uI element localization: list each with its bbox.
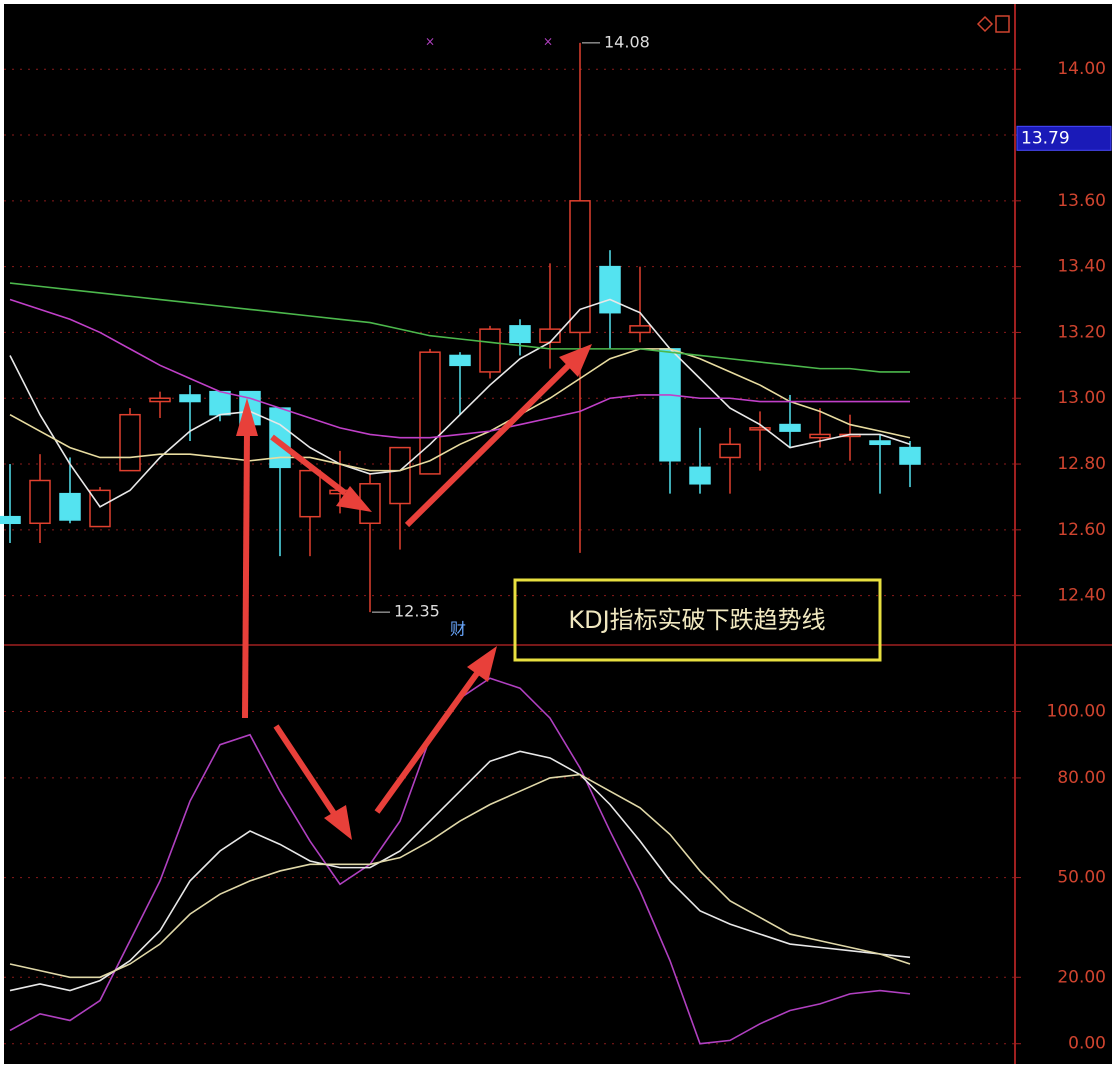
y-tick-label: 14.00: [1057, 59, 1106, 79]
arrow: [374, 670, 481, 814]
finance-marker: 财: [450, 620, 466, 639]
marker-x: ×: [543, 35, 553, 49]
arrow: [404, 363, 571, 528]
line: [9, 298, 911, 508]
candle-body: [419, 351, 441, 475]
arrow-head: [467, 646, 497, 682]
low-label: 12.35: [394, 602, 440, 621]
y-tick-label: 20.00: [1057, 967, 1106, 987]
candle-body: [599, 265, 621, 314]
candle-body: [389, 446, 411, 505]
candle-body: [719, 443, 741, 459]
candle-body: [509, 325, 531, 344]
y-tick-label: 13.40: [1057, 257, 1106, 277]
candle-body: [59, 492, 81, 521]
arrow-head: [559, 344, 592, 377]
candle-body: [209, 390, 231, 416]
candle-body: [899, 446, 921, 465]
candle-body: [629, 325, 651, 334]
line: [9, 282, 910, 373]
candle-body: [299, 469, 321, 518]
candle-body: [0, 515, 21, 525]
candle-body: [869, 440, 891, 446]
y-tick-label: 0.00: [1068, 1034, 1106, 1054]
y-tick-label: 12.80: [1057, 454, 1106, 474]
arrow-head: [236, 398, 258, 436]
line: [9, 298, 910, 439]
line: [9, 773, 911, 979]
candle-body: [749, 427, 771, 431]
candle-body: [479, 328, 501, 373]
annotation-box: [513, 578, 882, 662]
price-tag: 13.79: [1021, 128, 1070, 148]
y-tick-label: 12.40: [1057, 586, 1106, 606]
y-tick-label: 12.60: [1057, 520, 1106, 540]
arrow: [273, 724, 338, 817]
high-label: 14.08: [604, 32, 650, 51]
line: [9, 750, 911, 992]
arrow-head: [336, 486, 372, 512]
background: [4, 4, 1112, 1064]
price-tag-box: [1016, 125, 1112, 151]
marker-x: ×: [425, 35, 435, 49]
y-tick-label: 13.00: [1057, 388, 1106, 408]
y-tick-label: 13.60: [1057, 191, 1106, 211]
candle-body: [449, 354, 471, 367]
arrow: [270, 434, 347, 496]
y-tick-label: 13.20: [1057, 322, 1106, 342]
icon-diamond[interactable]: [976, 15, 994, 33]
candle-body: [779, 423, 801, 432]
y-tick-label: 100.00: [1047, 701, 1106, 721]
candle-body: [659, 348, 681, 462]
y-tick-label: 80.00: [1057, 768, 1106, 788]
line: [9, 348, 911, 472]
annotation-text: KDJ指标实破下跌趋势线: [568, 606, 825, 634]
candle-body: [149, 397, 171, 403]
y-tick-label: 50.00: [1057, 868, 1106, 888]
candle-body: [179, 394, 201, 403]
arrow: [242, 429, 250, 719]
candle-body: [569, 200, 591, 334]
arrows: [236, 344, 592, 840]
candle-body: [29, 479, 51, 525]
candle-body: [689, 466, 711, 485]
icon-square[interactable]: [995, 15, 1010, 33]
candle-body: [809, 433, 831, 439]
arrow-head: [324, 805, 352, 840]
candle-body: [119, 413, 141, 472]
